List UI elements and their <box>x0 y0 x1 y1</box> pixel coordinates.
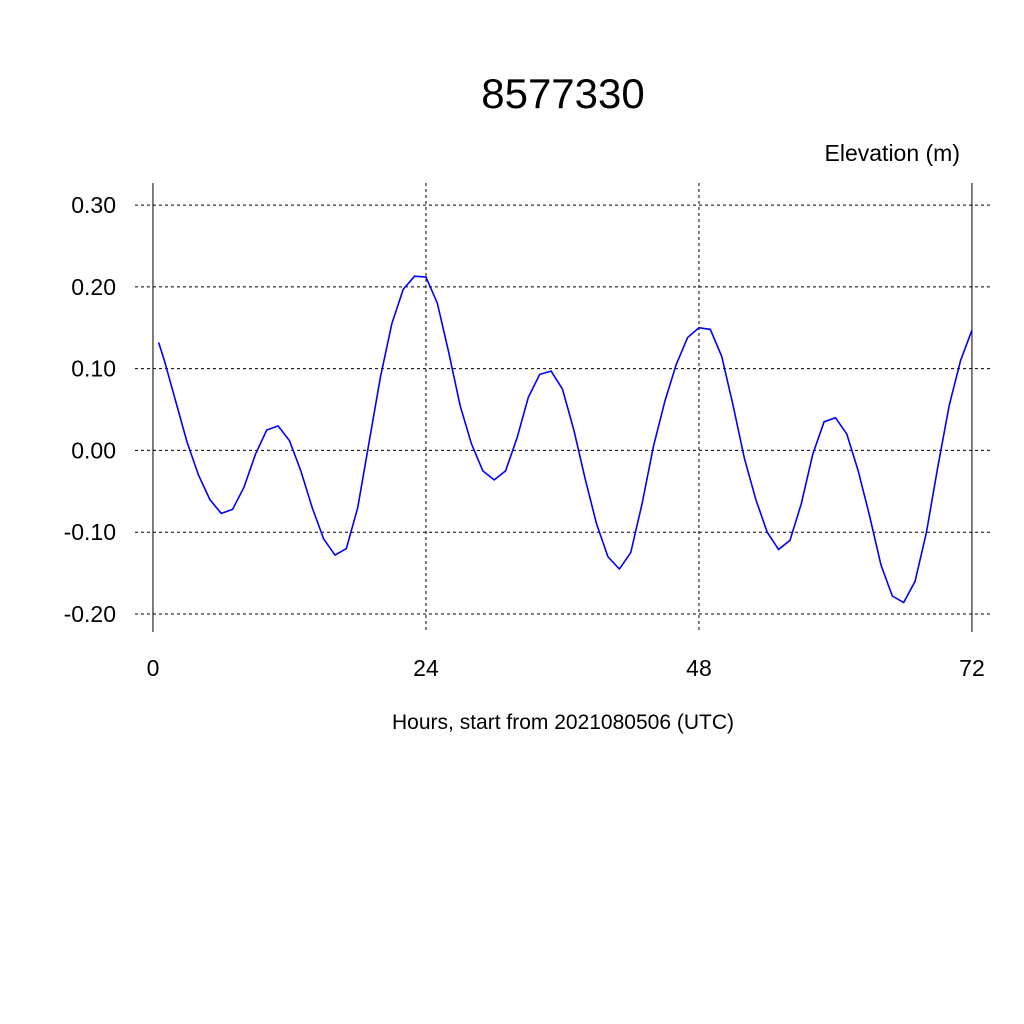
y-axis-label: Elevation (m) <box>825 140 960 166</box>
data-line <box>157 275 973 604</box>
chart-title: 8577330 <box>481 70 645 117</box>
y-tick-label: 0.10 <box>71 356 116 382</box>
y-tick-label: 0.30 <box>71 192 116 218</box>
y-tick-label: -0.20 <box>64 601 116 627</box>
y-tick-label: -0.10 <box>64 519 116 545</box>
x-axis-label: Hours, start from 2021080506 (UTC) <box>392 711 734 734</box>
y-tick-label: 0.00 <box>71 437 116 463</box>
y-tick-label: 0.20 <box>71 274 116 300</box>
x-tick-label: 24 <box>413 655 439 681</box>
x-tick-label: 0 <box>147 655 160 681</box>
x-tick-label: 48 <box>686 655 712 681</box>
x-tick-label: 72 <box>959 655 985 681</box>
